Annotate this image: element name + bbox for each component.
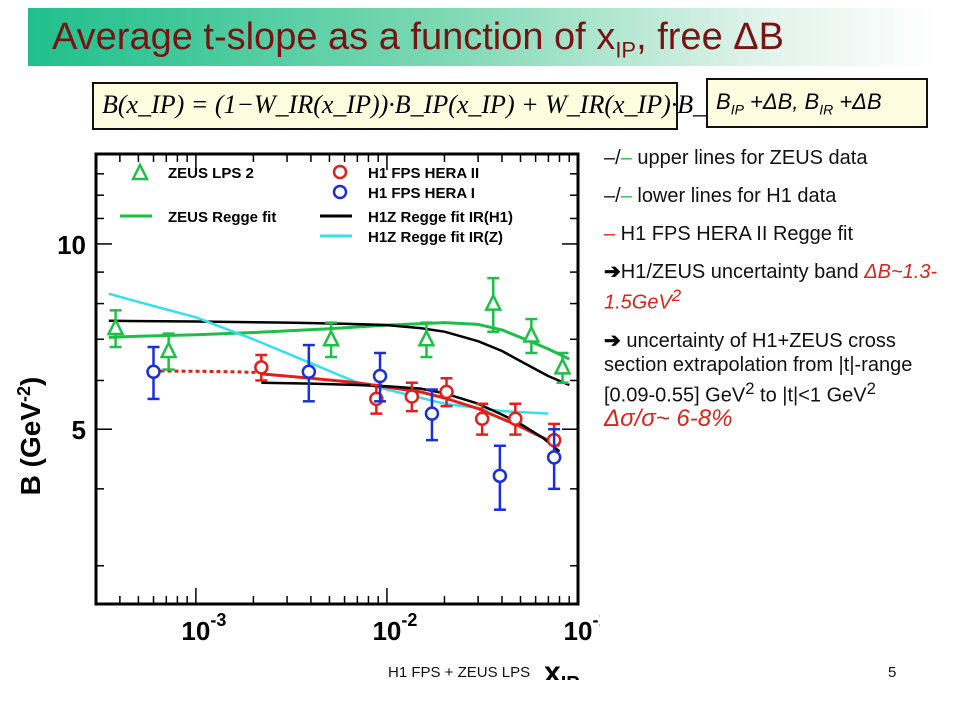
legend-entry: ZEUS LPS 2 <box>130 162 254 182</box>
triangle-marker <box>522 324 541 343</box>
data-point <box>474 402 490 436</box>
circle-marker <box>474 411 490 426</box>
circle-marker <box>146 364 161 379</box>
data-point <box>417 321 436 359</box>
data-point <box>439 377 454 408</box>
circle-marker <box>492 468 508 484</box>
circle-marker <box>424 406 440 421</box>
slide-title: Average t-slope as a function of xIP, fr… <box>52 16 784 63</box>
triangle-marker <box>106 317 125 336</box>
circle-marker <box>254 360 269 375</box>
x-tick-label: 10-2 <box>372 610 417 646</box>
fit-curve <box>108 321 570 361</box>
y-tick-label: 10 <box>57 230 86 260</box>
circle-marker <box>439 384 454 400</box>
page-number: 5 <box>888 664 897 681</box>
legend-entry: H1Z Regge fit IR(Z) <box>320 229 503 246</box>
legend-circle-marker <box>332 164 348 180</box>
note-uncertainty-band: ➔H1/ZEUS uncertainty band ΔB~1.3-1.5GeV2 <box>604 261 938 314</box>
legend-circle-marker <box>332 184 348 200</box>
data-point <box>492 444 508 511</box>
x-axis-label: xIP <box>544 656 580 680</box>
formula-text: B(x_IP) = (1−W_IR(x_IP))·B_IP(x_IP) + W_… <box>102 90 798 119</box>
legend-triangle-marker <box>130 162 150 181</box>
data-point <box>322 321 341 359</box>
legend-label: H1Z Regge fit IR(H1) <box>368 209 513 226</box>
data-point <box>522 317 541 355</box>
note-zeus-lines: –/– upper lines for ZEUS data <box>604 147 868 169</box>
data-point <box>484 276 503 333</box>
circle-marker <box>301 364 317 379</box>
notes-panel: –/– upper lines for ZEUS data –/– lower … <box>604 146 944 446</box>
fit-curve <box>153 369 262 375</box>
circle-marker <box>546 450 562 465</box>
arrow-icon: ➔ <box>604 329 621 352</box>
arrow-icon: ➔ <box>604 261 621 283</box>
delta-box: BIP +ΔB, BIR +ΔB <box>706 78 928 128</box>
x-tick-label: 10-1 <box>564 610 600 646</box>
legend-entry: H1Z Regge fit IR(H1) <box>320 209 513 226</box>
formula-box: B(x_IP) = (1−W_IR(x_IP))·B_IP(x_IP) + W_… <box>92 82 797 130</box>
data-point <box>424 388 440 442</box>
data-point <box>553 351 572 384</box>
note-cross-section: ➔ uncertainty of H1+ZEUS cross section e… <box>604 329 913 433</box>
triangle-marker <box>159 340 178 359</box>
circle-marker <box>404 389 420 404</box>
legend-entry: H1 FPS HERA II <box>332 164 479 182</box>
y-axis-label: B (GeV-2) <box>14 377 46 496</box>
legend-label: ZEUS LPS 2 <box>168 165 254 182</box>
fit-curve <box>108 319 570 387</box>
legend-entry: H1 FPS HERA I <box>332 184 475 202</box>
legend-label: ZEUS Regge fit <box>168 209 276 226</box>
legend-label: H1 FPS HERA I <box>368 185 475 202</box>
note-h1-fit: – H1 FPS HERA II Regge fit <box>604 223 853 245</box>
data-point <box>146 345 161 401</box>
data-point <box>404 381 420 413</box>
plot-frame <box>94 152 580 606</box>
triangle-marker <box>553 356 572 375</box>
triangle-marker <box>322 328 341 347</box>
legend-label: H1Z Regge fit IR(Z) <box>368 229 503 246</box>
data-point <box>546 427 562 491</box>
triangle-marker <box>417 328 436 347</box>
x-tick-label: 10-3 <box>181 610 226 646</box>
y-tick-label: 5 <box>72 415 86 445</box>
data-point <box>159 332 178 371</box>
legend-label: H1 FPS HERA II <box>368 165 479 182</box>
title-banner <box>28 8 938 66</box>
circle-marker <box>372 368 388 384</box>
data-point <box>508 402 523 436</box>
data-point <box>372 351 388 403</box>
data-point <box>106 309 125 349</box>
circle-marker <box>508 411 523 426</box>
legend-entry: ZEUS Regge fit <box>120 209 276 226</box>
data-point <box>254 353 269 382</box>
delta-text: BIP +ΔB, BIR +ΔB <box>716 89 882 118</box>
footer-text: H1 FPS + ZEUS LPS <box>388 664 531 681</box>
slope-chart: 5 10 10-3 10-2 10-1 ZEUS LPS 2 H1 FPS HERA II H… <box>14 152 600 680</box>
data-point <box>301 343 317 403</box>
triangle-marker <box>484 292 503 311</box>
note-h1-lines: –/– lower lines for H1 data <box>604 185 837 207</box>
